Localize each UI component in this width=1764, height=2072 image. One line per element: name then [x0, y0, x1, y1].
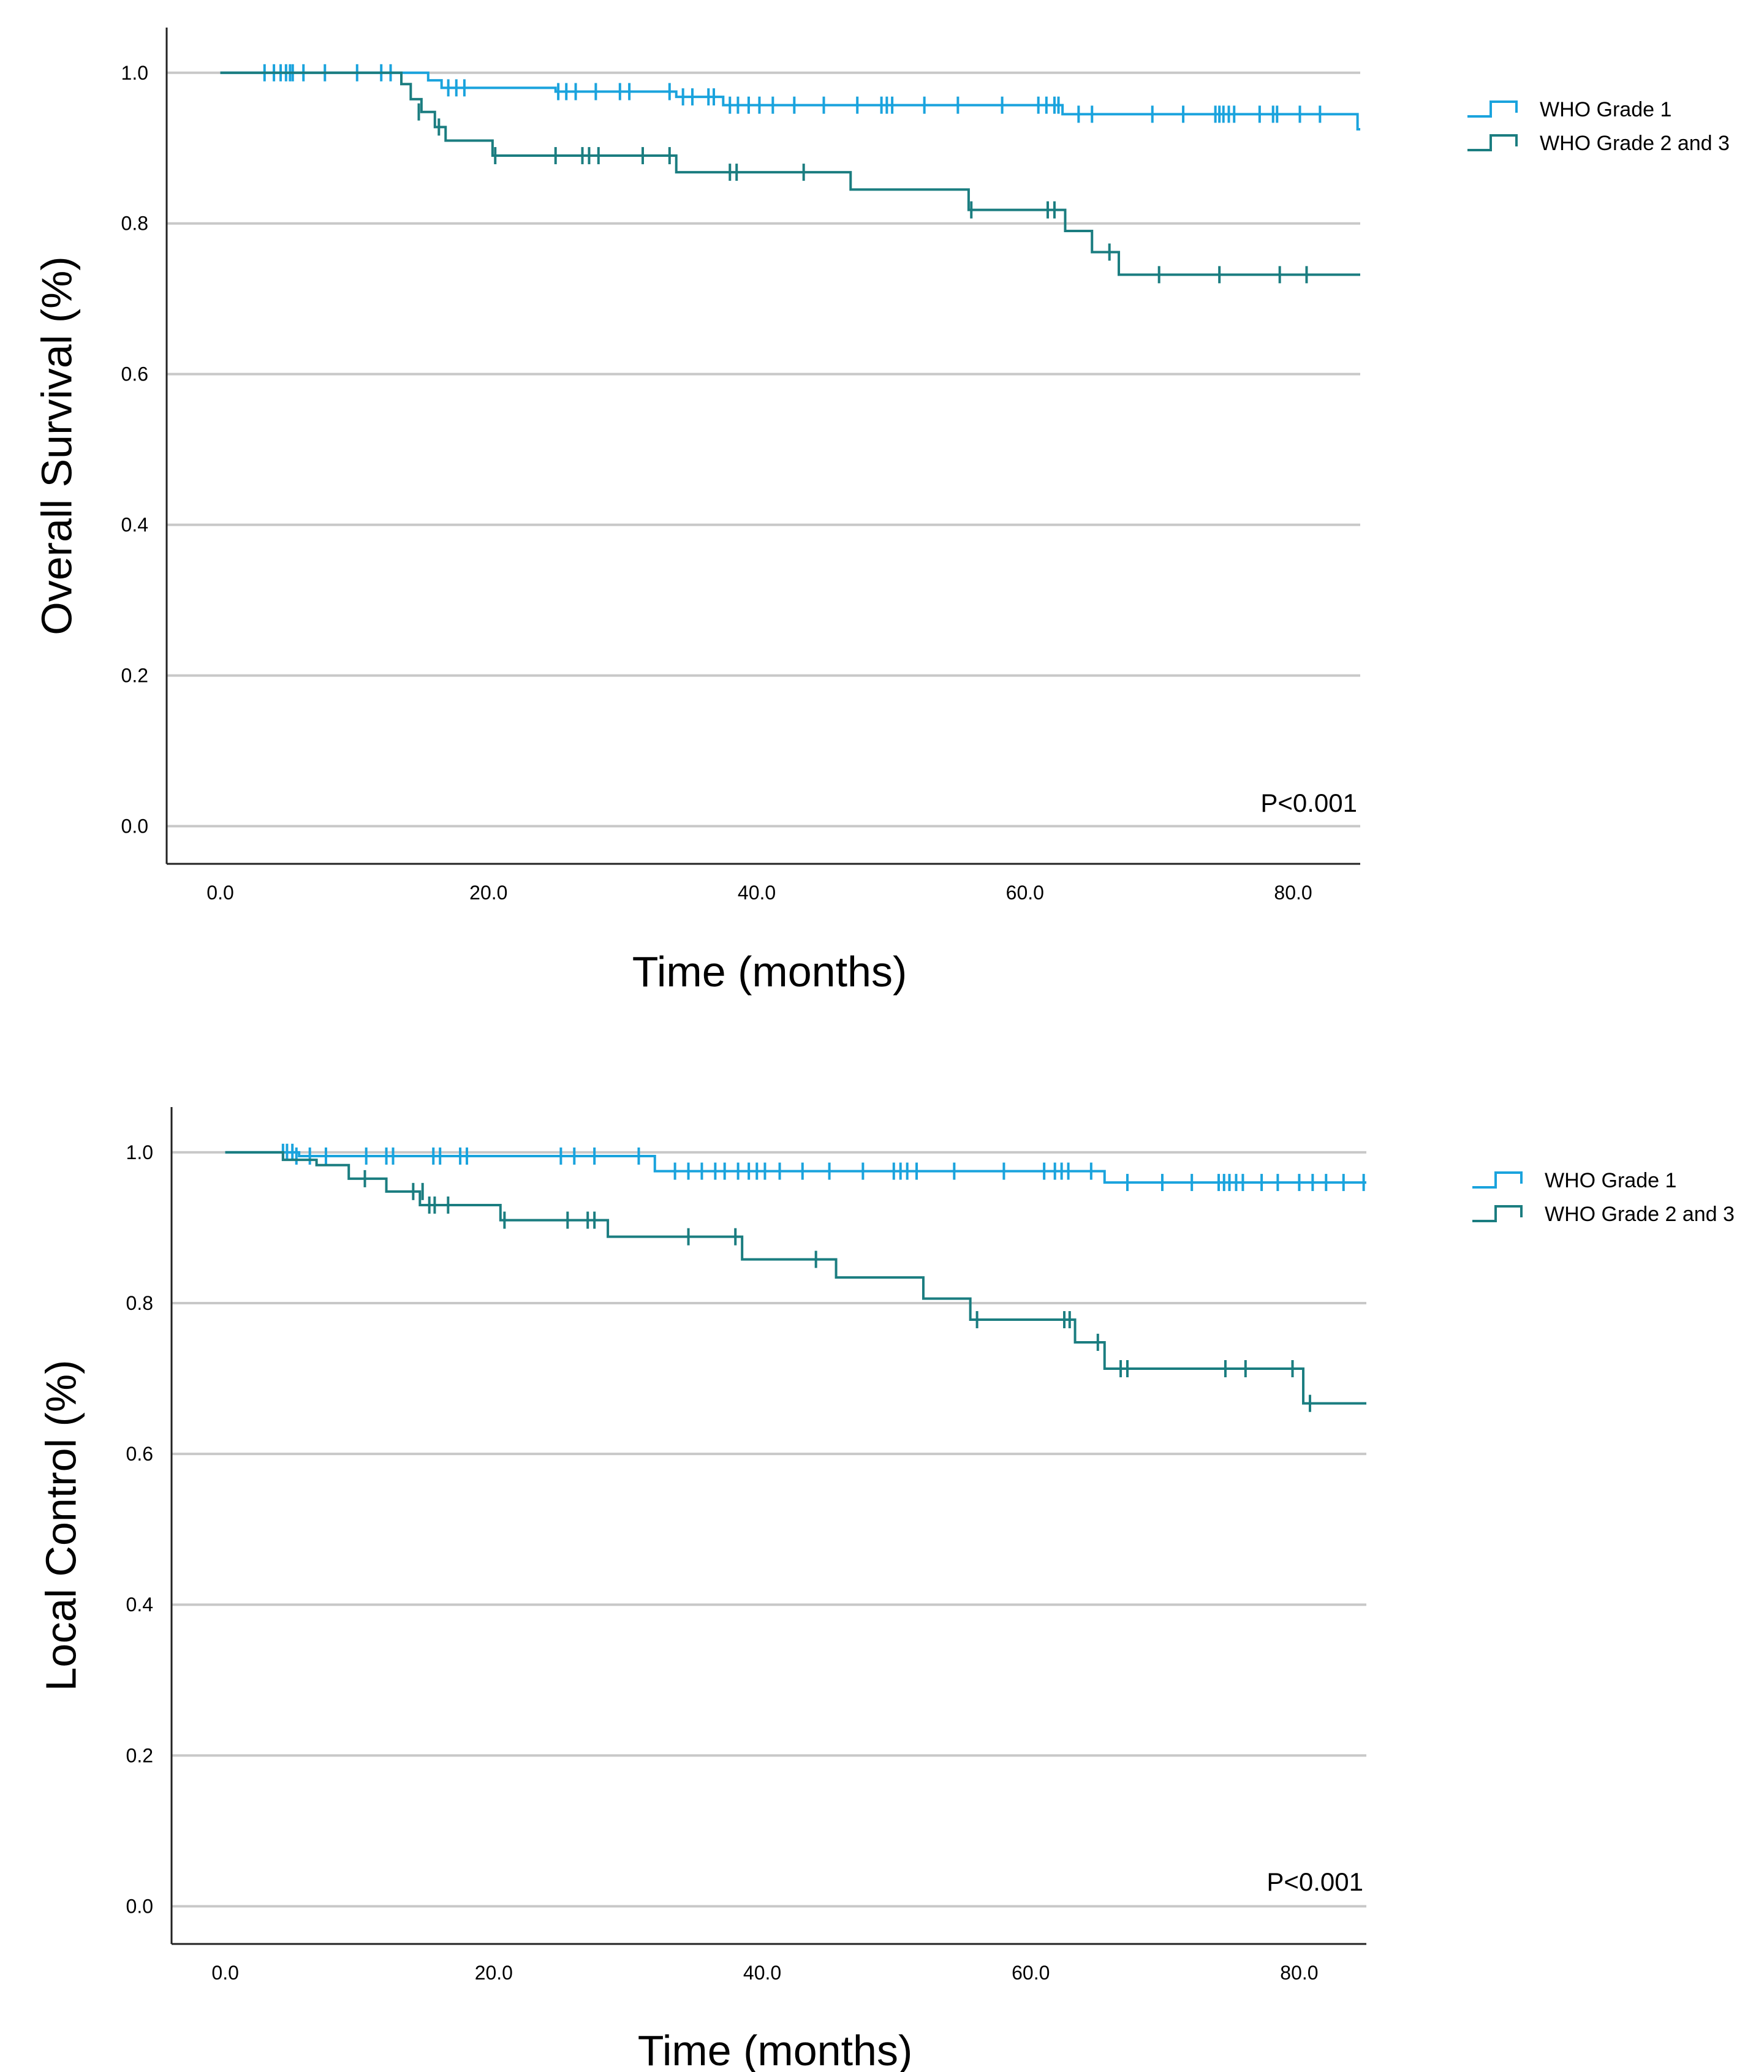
survival-step-line	[220, 71, 1360, 276]
y-tick-label: 0.4	[121, 514, 148, 536]
x-tick-label: 80.0	[1274, 882, 1312, 904]
legend-swatch	[1472, 1171, 1523, 1189]
y-tick-label: 1.0	[121, 62, 148, 84]
x-tick-label: 40.0	[738, 882, 776, 904]
y-tick-label: 0.2	[121, 665, 148, 687]
legend-item: WHO Grade 1	[1472, 1169, 1676, 1192]
legend: WHO Grade 1 WHO Grade 2 and 3	[1467, 98, 1730, 155]
legend-item: WHO Grade 1	[1467, 98, 1671, 121]
y-ticks: 0.0 0.2 0.4 0.6 0.8 1.0	[121, 62, 148, 837]
y-tick-label: 0.0	[121, 815, 148, 837]
survival-curves	[225, 1143, 1366, 1412]
x-ticks: 0.0 20.0 40.0 60.0 80.0	[211, 1962, 1318, 1984]
axes	[170, 1107, 1366, 1945]
x-tick-label: 20.0	[475, 1962, 513, 1984]
legend-swatch	[1467, 100, 1518, 118]
survival-step-line	[225, 1151, 1366, 1184]
x-tick-label: 40.0	[743, 1962, 781, 1984]
y-tick-label: 0.8	[126, 1292, 153, 1314]
y-grid	[172, 1151, 1366, 1908]
legend-swatch	[1472, 1205, 1523, 1222]
y-tick-label: 0.4	[126, 1594, 153, 1616]
local-control-panel: 0.0 0.2 0.4 0.6 0.8 1.0 0.0 20.0 40.0 60.0 80.0 L…	[0, 1036, 1764, 2072]
p-value-annotation: P<0.001	[1266, 1867, 1363, 1896]
x-axis-title: Time (months)	[638, 2027, 913, 2072]
overall-survival-chart: 0.0 0.2 0.4 0.6 0.8 1.0 0.0 20.0 40.0 60.0 80.0 O…	[32, 28, 1730, 996]
y-tick-label: 1.0	[126, 1141, 153, 1163]
x-tick-label: 0.0	[211, 1962, 238, 1984]
x-axis-title: Time (months)	[632, 948, 907, 996]
legend-swatch	[1467, 134, 1518, 151]
legend-item: WHO Grade 2 and 3	[1467, 132, 1730, 155]
y-tick-label: 0.6	[126, 1443, 153, 1465]
x-tick-label: 0.0	[206, 882, 233, 904]
legend-item: WHO Grade 2 and 3	[1472, 1203, 1735, 1226]
y-tick-label: 0.0	[126, 1895, 153, 1917]
y-ticks: 0.0 0.2 0.4 0.6 0.8 1.0	[126, 1141, 153, 1918]
p-value-annotation: P<0.001	[1260, 788, 1357, 817]
survival-curves	[220, 64, 1360, 284]
x-tick-label: 80.0	[1280, 1962, 1318, 1984]
legend-label: WHO Grade 1	[1540, 98, 1671, 121]
y-tick-label: 0.6	[121, 363, 148, 385]
series-who-grade-1	[225, 1143, 1366, 1192]
x-ticks: 0.0 20.0 40.0 60.0 80.0	[206, 882, 1312, 904]
x-tick-label: 60.0	[1006, 882, 1044, 904]
axes	[165, 28, 1360, 865]
series-who-grade-2-and-3	[220, 71, 1360, 284]
legend-label: WHO Grade 1	[1545, 1169, 1676, 1192]
y-tick-label: 0.2	[126, 1744, 153, 1766]
survival-step-line	[220, 71, 1360, 131]
legend-label: WHO Grade 2 and 3	[1540, 132, 1730, 155]
y-axis-title: Overall Survival (%)	[32, 256, 80, 635]
survival-step-line	[225, 1151, 1366, 1405]
y-axis-title: Local Control (%)	[37, 1360, 85, 1692]
legend: WHO Grade 1 WHO Grade 2 and 3	[1472, 1169, 1735, 1226]
y-tick-label: 0.8	[121, 213, 148, 235]
x-tick-label: 20.0	[469, 882, 507, 904]
legend-label: WHO Grade 2 and 3	[1545, 1203, 1735, 1226]
x-tick-label: 60.0	[1012, 1962, 1050, 1984]
series-who-grade-2-and-3	[225, 1151, 1366, 1412]
local-control-chart: 0.0 0.2 0.4 0.6 0.8 1.0 0.0 20.0 40.0 60.0 80.0 L…	[37, 1107, 1735, 2072]
y-grid	[167, 71, 1360, 828]
overall-survival-panel: 0.0 0.2 0.4 0.6 0.8 1.0 0.0 20.0 40.0 60.0 80.0 O…	[32, 28, 1730, 996]
